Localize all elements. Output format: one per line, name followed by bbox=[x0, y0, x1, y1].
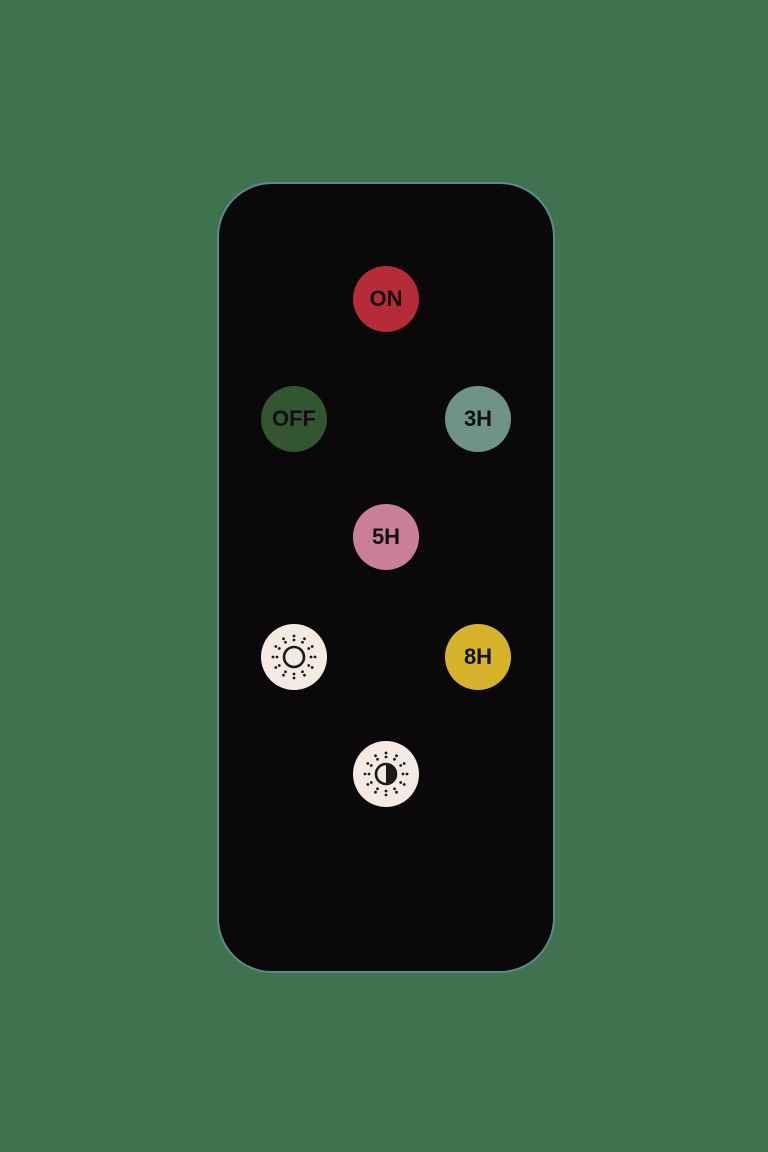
timer-8h-button-label: 8H bbox=[464, 644, 492, 670]
on-button[interactable]: ON bbox=[353, 266, 419, 332]
timer-5h-button-label: 5H bbox=[372, 524, 400, 550]
off-button[interactable]: OFF bbox=[261, 386, 327, 452]
on-button-label: ON bbox=[370, 286, 403, 312]
brightness-full-button[interactable] bbox=[261, 624, 327, 690]
canvas: ON OFF 3H 5H 8H bbox=[0, 0, 768, 1152]
brightness-full-icon bbox=[270, 633, 318, 681]
timer-5h-button[interactable]: 5H bbox=[353, 504, 419, 570]
timer-8h-button[interactable]: 8H bbox=[445, 624, 511, 690]
brightness-half-button[interactable] bbox=[353, 741, 419, 807]
timer-3h-button[interactable]: 3H bbox=[445, 386, 511, 452]
off-button-label: OFF bbox=[272, 406, 316, 432]
brightness-half-icon bbox=[362, 750, 410, 798]
timer-3h-button-label: 3H bbox=[464, 406, 492, 432]
